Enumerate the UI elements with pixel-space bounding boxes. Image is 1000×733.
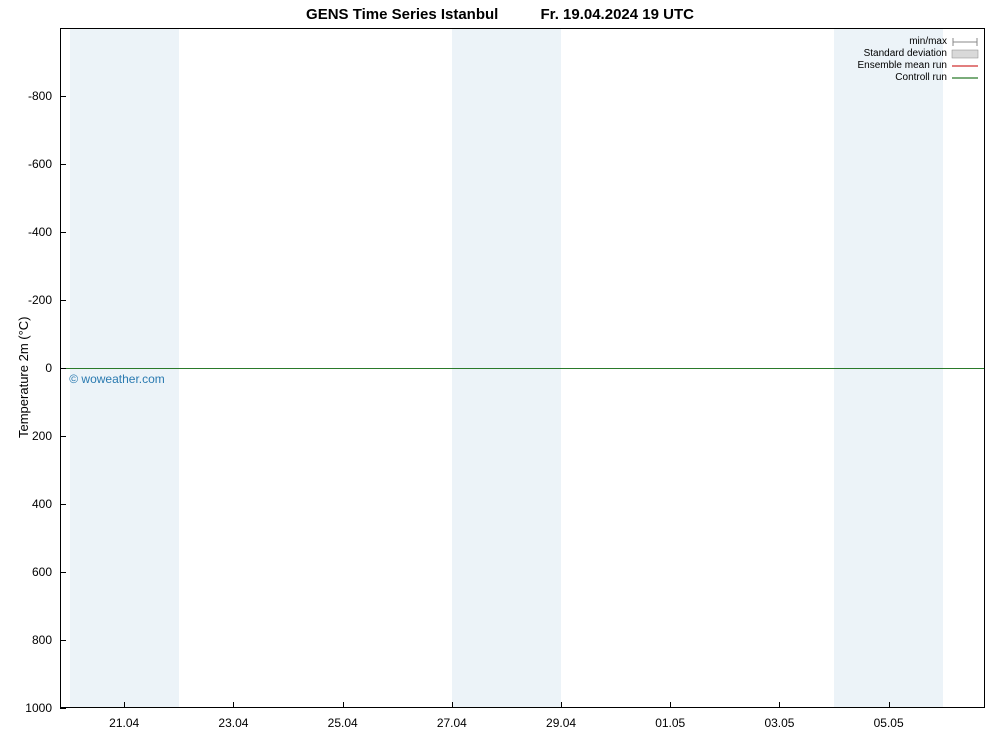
y-tick-label: 800	[32, 633, 52, 647]
y-tick-label: 200	[32, 429, 52, 443]
y-tick-mark	[60, 708, 66, 709]
y-tick-mark	[60, 368, 66, 369]
y-tick-mark	[60, 164, 66, 165]
x-tick-mark	[343, 702, 344, 708]
y-tick-mark	[60, 640, 66, 641]
controll-run-line	[60, 368, 985, 369]
y-tick-mark	[60, 232, 66, 233]
x-tick-mark	[561, 702, 562, 708]
y-tick-label: 1000	[25, 701, 52, 715]
legend-item: Ensemble mean run	[858, 60, 980, 72]
legend-item-swatch	[951, 61, 979, 71]
legend-item: Standard deviation	[858, 48, 980, 60]
legend-item-label: Ensemble mean run	[858, 60, 948, 72]
chart-container: GENS Time Series Istanbul Fr. 19.04.2024…	[0, 0, 1000, 733]
y-tick-mark	[60, 96, 66, 97]
x-tick-mark	[670, 702, 671, 708]
y-axis-label: Temperature 2m (°C)	[16, 316, 31, 438]
y-tick-label: 400	[32, 497, 52, 511]
x-tick-mark	[779, 702, 780, 708]
legend-item-swatch	[951, 37, 979, 47]
x-tick-mark	[233, 702, 234, 708]
x-tick-label: 27.04	[437, 716, 467, 730]
y-tick-label: -400	[28, 225, 52, 239]
x-tick-label: 03.05	[764, 716, 794, 730]
y-tick-label: 600	[32, 565, 52, 579]
x-tick-label: 23.04	[218, 716, 248, 730]
legend-item: min/max	[858, 36, 980, 48]
chart-title-left: GENS Time Series Istanbul	[306, 6, 498, 23]
chart-title: GENS Time Series Istanbul Fr. 19.04.2024…	[0, 6, 1000, 23]
y-tick-label: -200	[28, 293, 52, 307]
legend-item-swatch	[951, 49, 979, 59]
y-tick-label: -600	[28, 157, 52, 171]
y-tick-mark	[60, 300, 66, 301]
legend-item-label: min/max	[909, 36, 947, 48]
x-tick-label: 05.05	[874, 716, 904, 730]
legend: min/maxStandard deviationEnsemble mean r…	[858, 36, 980, 84]
y-tick-label: 0	[45, 361, 52, 375]
x-tick-label: 29.04	[546, 716, 576, 730]
legend-item: Controll run	[858, 72, 980, 84]
legend-item-swatch	[951, 73, 979, 83]
x-tick-mark	[889, 702, 890, 708]
y-tick-mark	[60, 572, 66, 573]
x-tick-label: 01.05	[655, 716, 685, 730]
y-tick-mark	[60, 504, 66, 505]
x-tick-mark	[452, 702, 453, 708]
legend-item-label: Standard deviation	[864, 48, 947, 60]
plot-area: © woweather.com -800-600-400-20002004006…	[60, 28, 985, 708]
y-tick-label: -800	[28, 89, 52, 103]
y-tick-mark	[60, 436, 66, 437]
chart-title-right: Fr. 19.04.2024 19 UTC	[541, 6, 694, 23]
watermark-text: © woweather.com	[69, 372, 165, 386]
legend-item-label: Controll run	[895, 72, 947, 84]
x-tick-label: 25.04	[328, 716, 358, 730]
x-tick-label: 21.04	[109, 716, 139, 730]
x-tick-mark	[124, 702, 125, 708]
